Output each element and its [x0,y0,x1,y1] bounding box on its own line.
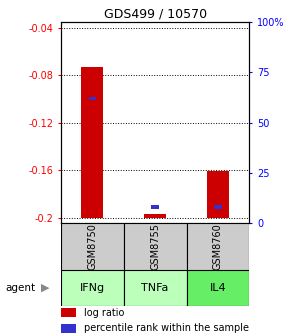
Bar [186,223,249,270]
Text: ▶: ▶ [41,283,49,293]
Text: GSM8750: GSM8750 [87,223,97,270]
Bar [124,270,186,306]
Bar [81,67,103,217]
Text: TNFa: TNFa [142,283,169,293]
Text: GSM8760: GSM8760 [213,223,223,270]
Bar [144,214,166,217]
Bar [207,171,229,217]
Bar [186,270,249,306]
Text: IL4: IL4 [210,283,226,293]
Bar [88,97,96,100]
Bar [61,270,124,306]
Bar [61,308,76,317]
Title: GDS499 / 10570: GDS499 / 10570 [104,8,207,21]
Bar [124,223,186,270]
Bar [151,206,159,209]
Text: GSM8755: GSM8755 [150,223,160,270]
Text: percentile rank within the sample: percentile rank within the sample [84,324,249,333]
Bar [61,223,124,270]
Text: agent: agent [6,283,36,293]
Bar [214,206,222,209]
Bar [61,324,76,333]
Text: log ratio: log ratio [84,308,124,318]
Text: IFNg: IFNg [80,283,105,293]
